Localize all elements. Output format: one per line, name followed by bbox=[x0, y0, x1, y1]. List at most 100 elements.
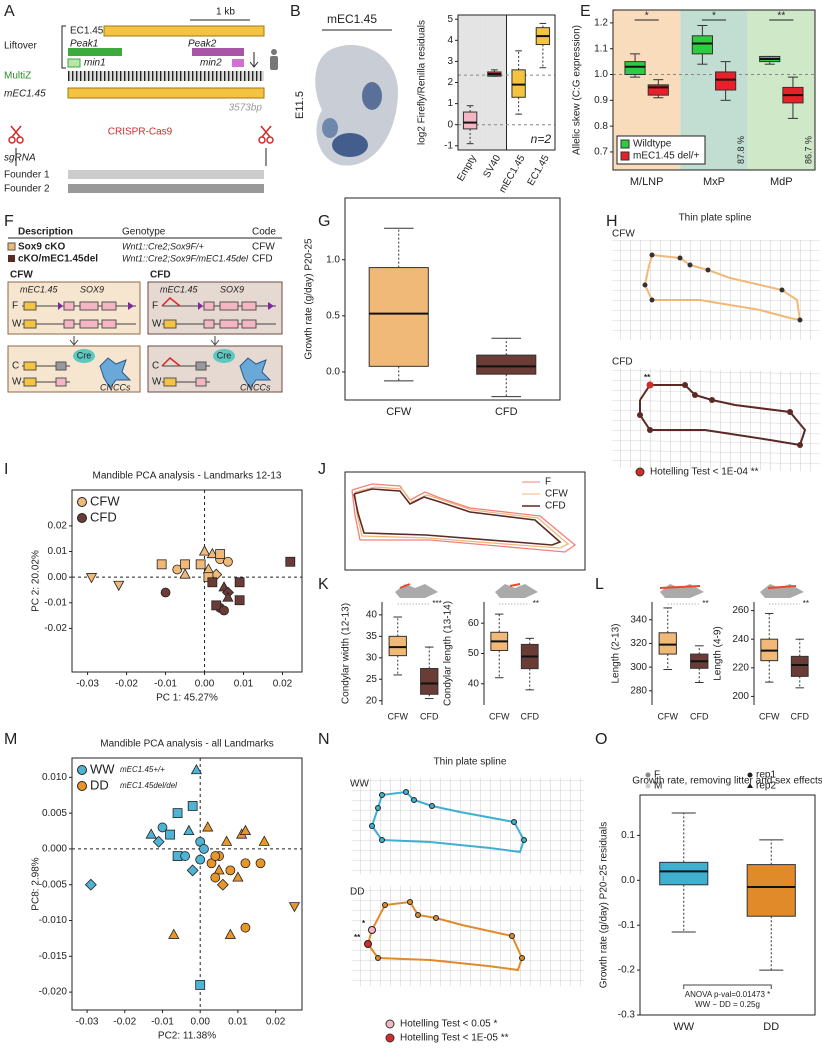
diagram-label: SOX9 bbox=[80, 284, 104, 294]
y-tick-label: 30 bbox=[366, 652, 378, 663]
box bbox=[715, 71, 737, 91]
significant-landmark bbox=[646, 381, 654, 389]
panel-label: B bbox=[290, 3, 301, 20]
region bbox=[67, 58, 81, 68]
y-axis-label: log2 Firefly/Renilla residuals bbox=[417, 20, 428, 145]
point bbox=[211, 600, 222, 611]
box bbox=[511, 69, 526, 98]
x-tick-label: Empty bbox=[455, 153, 479, 183]
panel-label: O bbox=[595, 731, 607, 748]
legend-label: rep2 bbox=[756, 781, 776, 792]
legend-label: Hotelling Test < 0.05 * bbox=[400, 1019, 497, 1030]
construct-label: mEC1.45 bbox=[327, 12, 377, 26]
point bbox=[239, 824, 252, 836]
panel-label: E bbox=[580, 3, 591, 20]
deformation-grid bbox=[352, 778, 584, 874]
legend-dot bbox=[645, 783, 651, 789]
significance: * bbox=[712, 11, 716, 22]
legend-label: Hotelling Test < 1E-05 ** bbox=[400, 1033, 509, 1044]
y-tick-label: 0.5 bbox=[326, 310, 340, 321]
stain bbox=[332, 133, 368, 157]
y-tick-label: 0.02 bbox=[48, 521, 68, 532]
point bbox=[234, 577, 245, 588]
plot-frame bbox=[344, 197, 561, 401]
track-label: sgRNA bbox=[4, 153, 36, 164]
box bbox=[420, 668, 439, 695]
significance: * bbox=[645, 11, 649, 22]
y-tick-label: 0.9 bbox=[594, 95, 608, 106]
point bbox=[145, 828, 157, 839]
box bbox=[790, 655, 809, 677]
y-tick-label: 3 bbox=[447, 56, 453, 67]
annotation: WW − DD = 0.25g bbox=[695, 1000, 760, 1009]
box bbox=[462, 111, 478, 130]
point bbox=[223, 556, 233, 567]
y-tick-label: 320 bbox=[630, 638, 647, 649]
x-tick-label: -0.02 bbox=[115, 679, 138, 690]
deformation-grid bbox=[612, 367, 820, 472]
x-tick-label: CFW bbox=[489, 711, 510, 721]
y-tick-label: 300 bbox=[630, 662, 647, 673]
significance: ** bbox=[803, 599, 809, 608]
track-label: Peak2 bbox=[188, 39, 217, 50]
point bbox=[255, 858, 266, 869]
y-tick-label: 40 bbox=[366, 610, 378, 621]
region bbox=[232, 59, 244, 67]
point bbox=[195, 854, 206, 865]
y-axis-label: Condylar length (13-14) bbox=[443, 601, 454, 706]
y-tick-label: -0.005 bbox=[39, 879, 68, 890]
table-cell: Wnt1::Cre2;Sox9F/mEC1.45del bbox=[122, 253, 249, 263]
x-tick-label: CFW bbox=[759, 711, 780, 721]
stage-label: E11.5 bbox=[294, 91, 306, 119]
x-tick-label: MxP bbox=[703, 176, 725, 188]
point bbox=[84, 878, 97, 891]
deformation-grid bbox=[352, 886, 584, 986]
legend-marker bbox=[77, 765, 87, 775]
y-tick-label: 60 bbox=[468, 618, 480, 629]
percent-label: 86.7 % bbox=[803, 136, 813, 164]
y-tick-label: 1.0 bbox=[326, 254, 340, 265]
diagram-label: CFD bbox=[150, 270, 171, 281]
point bbox=[202, 821, 214, 832]
landmarks bbox=[637, 382, 803, 448]
point bbox=[190, 763, 203, 775]
legend-label: Hotelling Test < 1E-04 ** bbox=[650, 467, 759, 478]
table-cell: CFW bbox=[252, 242, 275, 253]
allele-label: W bbox=[152, 377, 162, 388]
group-label: CFW bbox=[612, 229, 635, 240]
x-tick-label: -0.03 bbox=[76, 1017, 99, 1028]
panel-label: I bbox=[4, 461, 8, 478]
panel-label: M bbox=[4, 731, 17, 748]
swatch bbox=[8, 255, 15, 262]
panel-label: F bbox=[4, 213, 14, 230]
y-tick-label: -0.015 bbox=[39, 951, 68, 962]
y-tick-label: 0.0 bbox=[621, 875, 635, 886]
track-label: mEC1.45 bbox=[4, 89, 46, 100]
y-axis-label: Growth rate (g/day) P20-25 bbox=[304, 238, 315, 360]
x-tick-label: CFD bbox=[521, 711, 540, 721]
panel-label: J bbox=[318, 461, 326, 478]
arrow bbox=[249, 52, 259, 68]
allele-label: C bbox=[152, 361, 159, 372]
point bbox=[157, 822, 168, 833]
panel-title: Thin plate spline bbox=[679, 213, 752, 224]
legend-box bbox=[616, 135, 706, 165]
significance: ** bbox=[354, 933, 361, 942]
y-tick-label: 50 bbox=[468, 648, 480, 659]
y-tick-label: 0.0 bbox=[326, 367, 340, 378]
legend-label: CFD bbox=[90, 509, 117, 524]
point bbox=[210, 872, 221, 883]
comparison-bracket bbox=[683, 984, 772, 989]
significant-landmark bbox=[368, 926, 376, 934]
x-tick-label: CFW bbox=[386, 406, 412, 418]
point bbox=[187, 801, 198, 811]
point bbox=[152, 835, 165, 848]
point bbox=[216, 878, 229, 891]
significance: *** bbox=[432, 599, 441, 608]
panel-label: N bbox=[318, 731, 330, 748]
point bbox=[234, 595, 245, 606]
y-axis-label: Allelic skew (C:G expression) bbox=[572, 25, 583, 155]
point bbox=[172, 808, 183, 819]
y-tick-label: 35 bbox=[366, 631, 378, 642]
landmarks bbox=[369, 789, 527, 843]
